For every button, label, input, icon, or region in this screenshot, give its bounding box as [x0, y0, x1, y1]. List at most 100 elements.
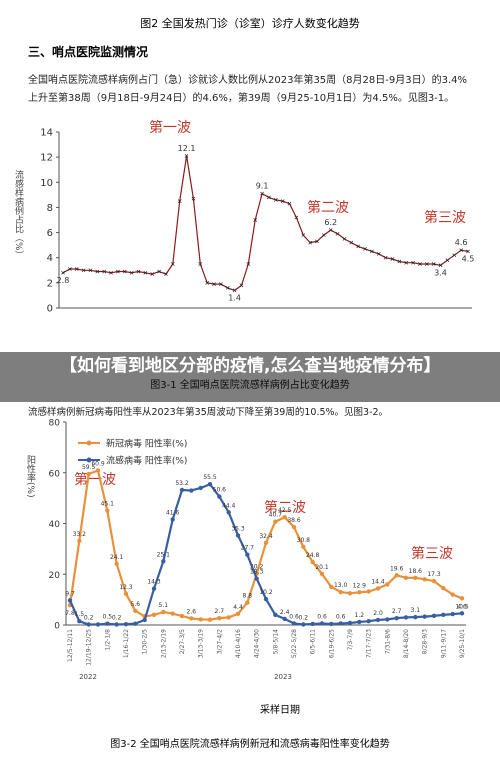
- marker: [207, 617, 213, 622]
- marker: [431, 578, 437, 584]
- marker: [245, 600, 250, 605]
- marker: [403, 575, 409, 581]
- x-tick-label: 7/3-7/9: [347, 629, 354, 651]
- marker: [267, 195, 271, 200]
- x-tick-label: 12/19-12/25: [86, 629, 93, 666]
- data-label: 4.5: [462, 254, 475, 263]
- data-label: 18.3: [250, 569, 264, 576]
- marker: [397, 259, 402, 264]
- paragraph: 全国哨点医院流感样病例占门（急）诊就诊人数比例从2023年第35周（8月28日-…: [28, 75, 467, 104]
- marker: [273, 519, 278, 524]
- data-label: 17.3: [427, 571, 441, 578]
- marker: [226, 510, 231, 515]
- data-label: 1.5: [75, 611, 85, 618]
- marker: [363, 247, 367, 251]
- marker: [310, 559, 315, 565]
- y-tick-label: 6: [47, 228, 53, 239]
- marker: [170, 517, 175, 522]
- marker: [114, 561, 119, 567]
- data-label: 0.2: [299, 614, 309, 621]
- y-axis-title: 流感样病例占比（%）: [13, 169, 24, 260]
- marker: [232, 288, 237, 293]
- data-label: 32.4: [259, 533, 273, 540]
- marker: [191, 196, 196, 201]
- marker: [61, 270, 65, 275]
- marker: [151, 612, 157, 618]
- marker: [150, 272, 155, 276]
- marker: [347, 620, 353, 626]
- data-label: 8.8: [243, 593, 253, 600]
- data-label: 1.4: [228, 293, 241, 302]
- marker: [212, 282, 216, 286]
- marker: [357, 590, 362, 595]
- data-label: 0.2: [112, 614, 122, 621]
- data-label: 5.1: [159, 602, 169, 609]
- marker: [179, 613, 185, 619]
- marker: [198, 485, 203, 491]
- marker: [170, 262, 175, 266]
- annotation: 第一波: [149, 119, 191, 136]
- marker: [205, 281, 210, 285]
- marker: [254, 576, 259, 581]
- legend-label: 新冠病毒 阳性率(%): [106, 438, 187, 450]
- x-tick-label: 8/14-8/20: [403, 629, 410, 658]
- marker: [179, 487, 185, 493]
- marker: [245, 552, 250, 557]
- y-tick-label: 8: [47, 203, 53, 214]
- data-label: 42.5: [278, 507, 292, 514]
- data-label: 55.5: [203, 474, 217, 481]
- marker: [81, 268, 86, 273]
- data-label: 40.7: [269, 512, 283, 519]
- marker: [86, 471, 91, 477]
- marker: [424, 262, 429, 266]
- marker: [226, 615, 231, 620]
- marker: [177, 199, 182, 203]
- marker: [105, 621, 110, 626]
- data-label: 0.2: [84, 614, 94, 621]
- marker: [273, 612, 278, 618]
- marker: [301, 233, 306, 237]
- marker: [151, 586, 157, 591]
- data-label: 59.5: [82, 464, 96, 471]
- x-tick-label: 1/16-1/22: [123, 629, 130, 658]
- data-label: 7.8: [65, 610, 75, 617]
- x-tick-label: 3/27-4/2: [216, 629, 223, 654]
- marker: [385, 582, 390, 587]
- marker: [102, 269, 107, 274]
- annotation: 第一波: [74, 471, 116, 488]
- marker: [431, 613, 437, 619]
- marker: [77, 538, 82, 543]
- marker: [219, 282, 223, 286]
- marker: [116, 269, 120, 274]
- marker: [109, 270, 113, 275]
- marker: [133, 608, 138, 613]
- x-tick-label: 1/30-2/5: [142, 629, 149, 654]
- marker: [329, 621, 334, 627]
- marker: [301, 622, 306, 627]
- marker: [235, 533, 241, 538]
- section-heading: 三、哨点医院监测情况: [28, 44, 148, 59]
- data-label: 0.6: [289, 613, 299, 620]
- y-tick-label: 20: [49, 571, 61, 581]
- marker: [438, 263, 443, 268]
- marker: [366, 618, 371, 624]
- data-label: 60.9: [91, 460, 105, 467]
- marker: [459, 596, 465, 601]
- data-label: 5.6: [131, 601, 141, 608]
- data-label: 38.6: [287, 517, 301, 524]
- marker: [376, 252, 381, 256]
- data-label: 20.2: [250, 564, 264, 571]
- annotation: 第三波: [411, 545, 453, 562]
- marker: [189, 488, 194, 493]
- marker: [86, 622, 91, 627]
- data-label: 24.8: [306, 552, 320, 559]
- data-label: 30.8: [297, 537, 311, 544]
- data-label: 2.6: [187, 608, 197, 615]
- data-label: 4.6: [455, 238, 468, 247]
- data-label: 4.6: [457, 603, 467, 610]
- marker: [342, 237, 347, 241]
- marker: [441, 612, 446, 618]
- marker: [394, 615, 399, 621]
- data-label: 24.1: [110, 554, 124, 561]
- marker: [260, 191, 264, 196]
